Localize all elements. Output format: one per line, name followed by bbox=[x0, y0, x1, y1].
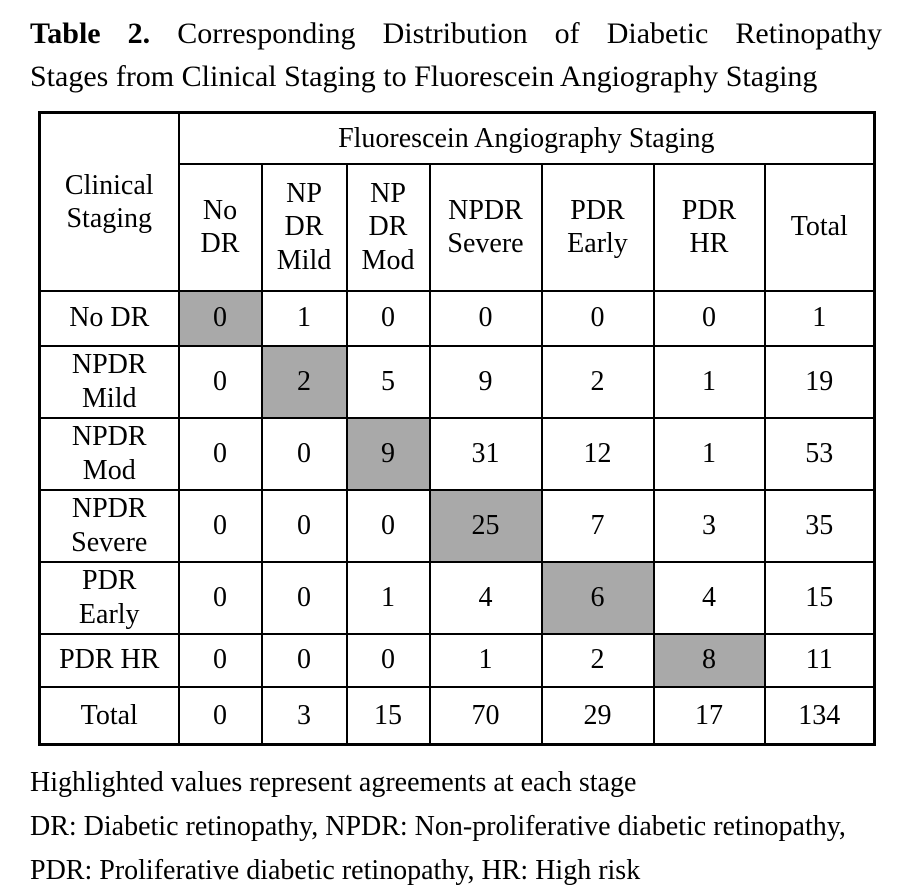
data-cell: 0 bbox=[177, 344, 263, 419]
col-header-pdr-hr: PDR HR bbox=[652, 162, 766, 292]
col-header-npdr-mod: NP DR Mod bbox=[345, 162, 431, 292]
corner-header-clinical-staging: Clinical Staging bbox=[38, 111, 180, 292]
data-cell: 1 bbox=[428, 632, 543, 688]
row-total: Total 0 3 15 70 29 17 134 bbox=[38, 685, 876, 746]
data-cell: 0 bbox=[177, 560, 263, 635]
column-total-cell: 3 bbox=[260, 685, 348, 746]
row-total-cell: 1 bbox=[763, 289, 876, 347]
data-cell: 0 bbox=[345, 488, 431, 563]
agreement-cell: 25 bbox=[428, 488, 543, 563]
table-caption-line1-text: Corresponding Distribution of Diabetic R… bbox=[177, 17, 883, 50]
data-cell: 4 bbox=[428, 560, 543, 635]
column-total-cell: 17 bbox=[652, 685, 766, 746]
data-cell: 2 bbox=[540, 632, 655, 688]
table-footnotes: Highlighted values represent agreements … bbox=[30, 761, 886, 893]
data-cell: 2 bbox=[540, 344, 655, 419]
agreement-cell: 6 bbox=[540, 560, 655, 635]
data-cell: 0 bbox=[345, 632, 431, 688]
table-caption-line1: Table 2. Corresponding Distribution of D… bbox=[30, 12, 882, 55]
data-cell: 1 bbox=[652, 416, 766, 491]
row-label: PDR HR bbox=[38, 632, 180, 688]
agreement-cell: 2 bbox=[260, 344, 348, 419]
table-caption-number: Table 2. bbox=[30, 17, 151, 50]
row-label: NPDR Mod bbox=[38, 416, 180, 491]
row-npdr-mild: NPDR Mild 0 2 5 9 2 1 19 bbox=[38, 344, 876, 419]
distribution-table: Clinical Staging Fluorescein Angiography… bbox=[38, 111, 877, 746]
data-cell: 31 bbox=[428, 416, 543, 491]
col-header-no-dr: No DR bbox=[177, 162, 263, 292]
row-label: NPDR Severe bbox=[38, 488, 180, 563]
row-pdr-early: PDR Early 0 0 1 4 6 4 15 bbox=[38, 560, 876, 635]
row-total-cell: 11 bbox=[763, 632, 876, 688]
column-total-cell: 0 bbox=[177, 685, 263, 746]
row-label: NPDR Mild bbox=[38, 344, 180, 419]
data-cell: 0 bbox=[260, 632, 348, 688]
data-cell: 0 bbox=[428, 289, 543, 347]
data-cell: 1 bbox=[652, 344, 766, 419]
table-caption-line2: Stages from Clinical Staging to Fluoresc… bbox=[30, 60, 818, 93]
data-cell: 0 bbox=[652, 289, 766, 347]
agreement-cell: 0 bbox=[177, 289, 263, 347]
column-header-row: No DR NP DR Mild NP DR Mod NPDR Severe P… bbox=[40, 162, 876, 292]
footnote-abbreviations: DR: Diabetic retinopathy, NPDR: Non-prol… bbox=[30, 811, 846, 886]
agreement-cell: 8 bbox=[652, 632, 766, 688]
data-cell: 0 bbox=[177, 416, 263, 491]
col-header-pdr-early: PDR Early bbox=[540, 162, 655, 292]
col-header-npdr-mild: NP DR Mild bbox=[260, 162, 348, 292]
row-npdr-severe: NPDR Severe 0 0 0 25 7 3 35 bbox=[38, 488, 876, 563]
data-cell: 0 bbox=[177, 488, 263, 563]
data-cell: 3 bbox=[652, 488, 766, 563]
grand-total-cell: 134 bbox=[763, 685, 876, 746]
row-label: Total bbox=[38, 685, 180, 746]
column-total-cell: 15 bbox=[345, 685, 431, 746]
data-cell: 4 bbox=[652, 560, 766, 635]
data-cell: 0 bbox=[260, 560, 348, 635]
data-cell: 12 bbox=[540, 416, 655, 491]
row-pdr-hr: PDR HR 0 0 0 1 2 8 11 bbox=[38, 632, 876, 688]
row-total-cell: 15 bbox=[763, 560, 876, 635]
group-header-row: Clinical Staging Fluorescein Angiography… bbox=[38, 111, 876, 292]
column-total-cell: 29 bbox=[540, 685, 655, 746]
row-no-dr: No DR 0 1 0 0 0 0 1 bbox=[38, 289, 876, 347]
row-npdr-mod: NPDR Mod 0 0 9 31 12 1 53 bbox=[38, 416, 876, 491]
row-total-cell: 35 bbox=[763, 488, 876, 563]
row-label: PDR Early bbox=[38, 560, 180, 635]
col-header-npdr-severe: NPDR Severe bbox=[428, 162, 543, 292]
data-cell: 5 bbox=[345, 344, 431, 419]
data-cell: 0 bbox=[345, 289, 431, 347]
data-cell: 7 bbox=[540, 488, 655, 563]
data-cell: 0 bbox=[540, 289, 655, 347]
data-cell: 0 bbox=[260, 488, 348, 563]
row-total-cell: 19 bbox=[763, 344, 876, 419]
data-cell: 9 bbox=[428, 344, 543, 419]
data-cell: 1 bbox=[345, 560, 431, 635]
row-label: No DR bbox=[38, 289, 180, 347]
column-total-cell: 70 bbox=[428, 685, 543, 746]
footnote-highlight-legend: Highlighted values represent agreements … bbox=[30, 767, 637, 798]
group-header-fluorescein-angiography-staging: Fluorescein Angiography Staging bbox=[177, 111, 876, 165]
col-header-total: Total bbox=[763, 162, 876, 292]
row-total-cell: 53 bbox=[763, 416, 876, 491]
data-cell: 0 bbox=[260, 416, 348, 491]
agreement-cell: 9 bbox=[345, 416, 431, 491]
table-caption: Table 2. Corresponding Distribution of D… bbox=[30, 12, 882, 98]
data-cell: 1 bbox=[260, 289, 348, 347]
data-cell: 0 bbox=[177, 632, 263, 688]
